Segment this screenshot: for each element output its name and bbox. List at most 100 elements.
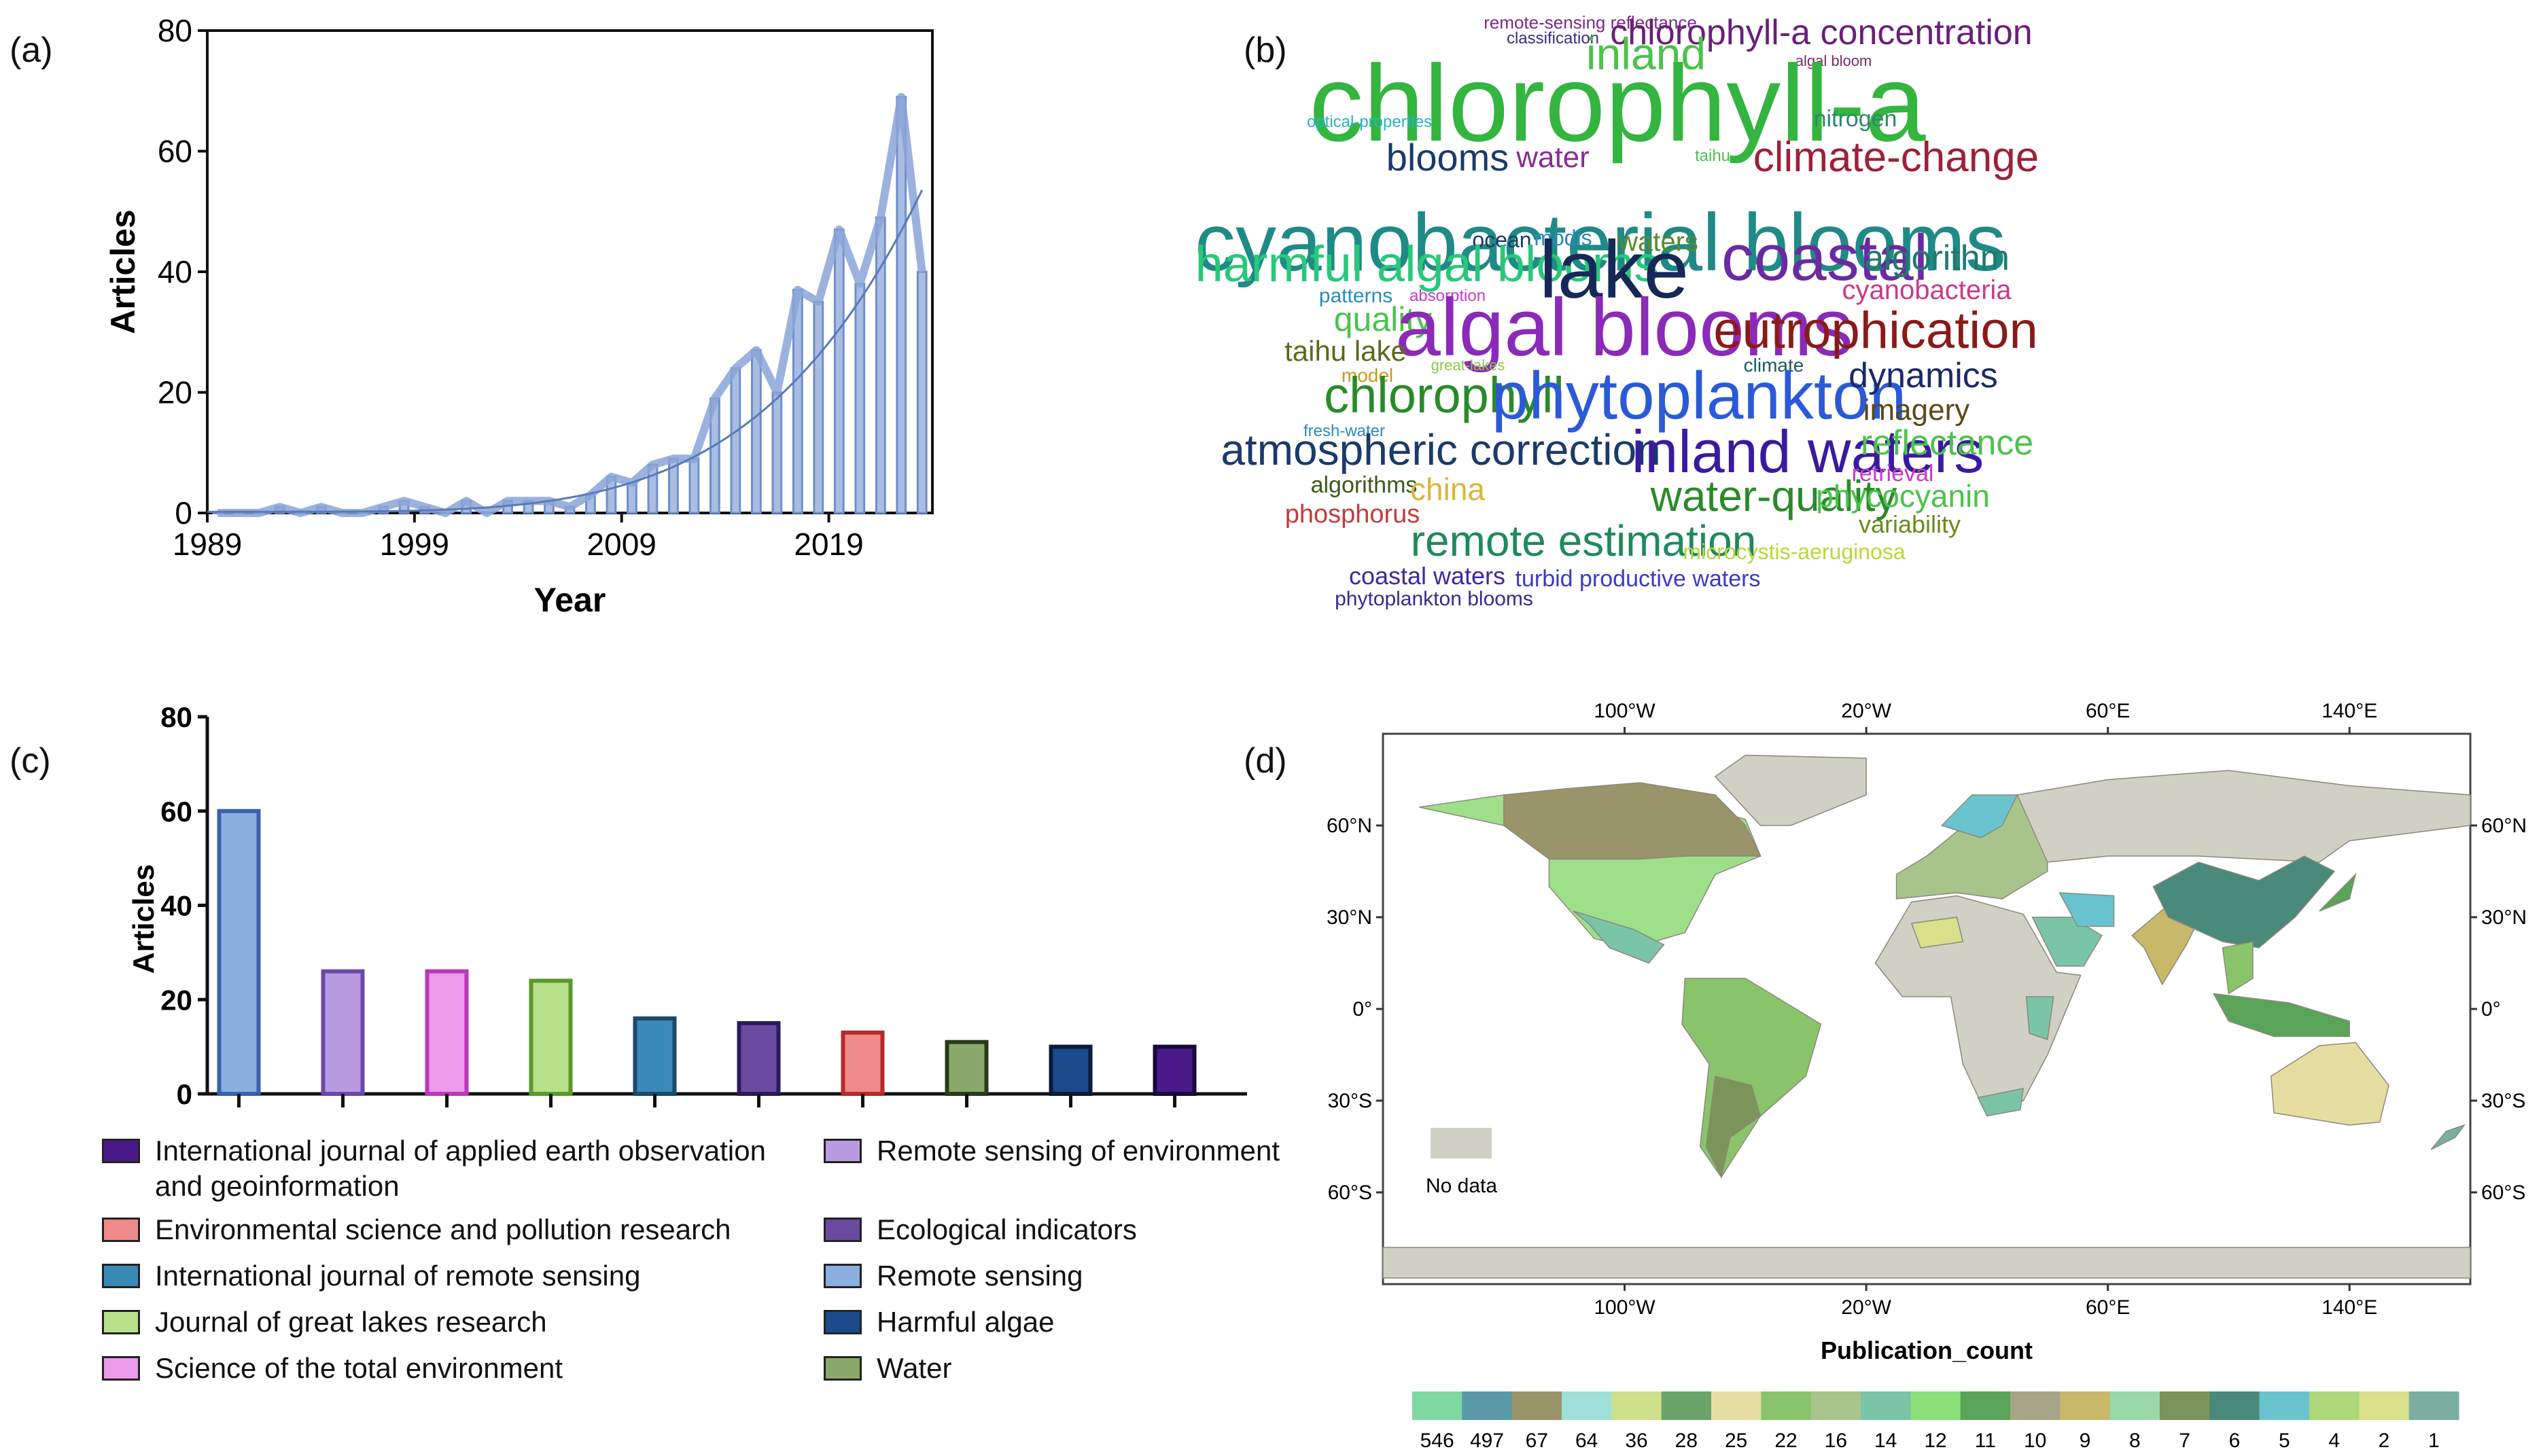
word-modis: modis — [1534, 226, 1592, 250]
y-tick-label: 40 — [160, 890, 192, 922]
region-se-asia — [2222, 941, 2254, 995]
bar-7 — [841, 1030, 885, 1096]
top-tick-label: 140°E — [2321, 700, 2377, 722]
legend-bin-label: 25 — [1725, 1430, 1747, 1452]
legend-bin-swatch — [1761, 1391, 1812, 1420]
legend-label: Remote sensing of environment — [877, 1135, 1280, 1167]
word-algorithms: algorithms — [1310, 472, 1418, 498]
right-tick-label: 30°S — [2481, 1090, 2525, 1112]
legend-bin-swatch — [1511, 1391, 1562, 1420]
legend-bin-swatch — [1810, 1391, 1861, 1420]
word-coastal-waters: coastal waters — [1348, 562, 1506, 590]
legend-item: International journal of remote sensing — [102, 1258, 809, 1294]
region-australia — [2270, 1042, 2389, 1126]
region-canada — [1503, 782, 1762, 860]
keyword-wordcloud: remote-sensing reflectance classification… — [1195, 0, 2535, 625]
legend-swatch — [824, 1356, 862, 1381]
word-coastal: coastal — [1721, 221, 1929, 294]
region-russia — [2016, 770, 2471, 863]
word-waters: waters — [1618, 227, 1698, 257]
legend-bin-label: 4 — [2328, 1430, 2340, 1452]
legend-bin-label: 1 — [2428, 1430, 2440, 1452]
word-phytoplankton: phytoplankton — [1491, 358, 1907, 433]
y-tick-label: 0 — [177, 1078, 192, 1110]
region-japan — [2319, 872, 2357, 912]
region-indonesia — [2212, 993, 2350, 1037]
legend-title: Publication_count — [1821, 1336, 2033, 1364]
y-axis-label: Articles — [127, 864, 160, 974]
legend-bin-swatch — [2160, 1391, 2210, 1420]
word-microcystis-aeruginosa: microcystis-aeruginosa — [1683, 539, 1906, 564]
bar-2015 — [750, 349, 762, 514]
bottom-tick-label: 20°W — [1841, 1296, 1891, 1319]
legend-label: Environmental science and pollution rese… — [155, 1213, 731, 1245]
word-imagery: imagery — [1863, 393, 1970, 427]
legend-bin-label: 2 — [2379, 1430, 2390, 1452]
panel-label-a: (a) — [10, 31, 53, 70]
region-iran — [2058, 892, 2115, 927]
region-new-zealand — [2430, 1124, 2466, 1150]
word-phytoplankton-blooms: phytoplankton blooms — [1335, 588, 1533, 610]
legend-bin-label: 7 — [2179, 1430, 2190, 1452]
legend-bin-swatch — [1562, 1391, 1612, 1420]
right-tick-label: 30°N — [2481, 906, 2527, 929]
word-eutrophication: eutrophication — [1713, 302, 2038, 359]
word-inland: inland — [1585, 29, 1706, 79]
word-model: model — [1341, 365, 1394, 386]
region-antarctica — [1382, 1247, 2471, 1279]
word-dynamics: dynamics — [1848, 356, 1998, 395]
legend-bin-swatch — [2359, 1391, 2410, 1420]
y-tick-label: 0 — [175, 495, 192, 531]
region-middle-east — [2031, 917, 2103, 967]
legend-bin-swatch — [2259, 1391, 2310, 1420]
right-tick-label: 60°S — [2481, 1182, 2525, 1204]
bar-5 — [633, 1016, 677, 1096]
left-tick-label: 60°N — [1327, 815, 1372, 837]
word-chlorophyll-a-concentration: chlorophyll-a concentration — [1610, 13, 2033, 52]
word-classification: classification — [1506, 29, 1600, 48]
legend-bin-label: 28 — [1675, 1430, 1698, 1452]
legend-bin-swatch — [2408, 1391, 2459, 1420]
word-harmful-algal-blooms: harmful algal blooms — [1195, 236, 1660, 292]
right-tick-label: 60°N — [2481, 815, 2527, 837]
word-taihu-lake: taihu lake — [1284, 335, 1407, 367]
bar-2012 — [688, 457, 700, 514]
panel-label-d: (d) — [1244, 741, 1287, 781]
word-algal-bloom: algal bloom — [1795, 52, 1872, 69]
word-turbid-productive-waters: turbid productive waters — [1515, 566, 1761, 592]
legend-bin-swatch — [2209, 1391, 2260, 1420]
no-data-swatch — [1431, 1128, 1492, 1158]
legend-swatch — [102, 1264, 140, 1288]
legend-item: Environmental science and pollution rese… — [102, 1212, 809, 1247]
y-tick-label: 60 — [160, 796, 192, 828]
region-greenland — [1714, 754, 1867, 826]
word-quality: quality — [1333, 300, 1433, 338]
legend-swatch — [102, 1218, 140, 1242]
legend-item: Remote sensing of environment — [824, 1133, 1340, 1169]
top-tick-label: 20°W — [1841, 700, 1891, 722]
legend-bin-swatch — [1711, 1391, 1762, 1420]
word-cyanobacteria: cyanobacteria — [1842, 275, 2012, 305]
region-china — [2152, 855, 2336, 948]
legend-bin-label: 22 — [1774, 1430, 1797, 1452]
x-axis-label: Year — [534, 581, 606, 619]
legend-item: Harmful algae — [824, 1304, 1340, 1340]
legend-label: International journal of remote sensing — [155, 1260, 641, 1292]
word-algorithm: algorithm — [1864, 238, 2010, 278]
legend-swatch — [102, 1139, 140, 1163]
word-fresh-water: fresh-water — [1303, 422, 1386, 440]
legend-bin-label: 9 — [2080, 1430, 2091, 1452]
legend-bin-label: 64 — [1575, 1430, 1598, 1452]
legend-bin-label: 497 — [1470, 1430, 1504, 1452]
right-tick-label: 0° — [2481, 998, 2501, 1020]
x-tick-label: 2019 — [794, 527, 863, 562]
legend-bin-swatch — [1412, 1391, 1462, 1420]
bar-2 — [321, 969, 365, 1096]
x-tick-label: 1999 — [380, 527, 449, 562]
bar-2019 — [833, 228, 845, 514]
bar-2014 — [730, 367, 741, 514]
legend-bin-label: 16 — [1825, 1430, 1847, 1452]
legend-item: International journal of applied earth o… — [102, 1133, 809, 1204]
legend-bin-label: 10 — [2024, 1430, 2046, 1452]
